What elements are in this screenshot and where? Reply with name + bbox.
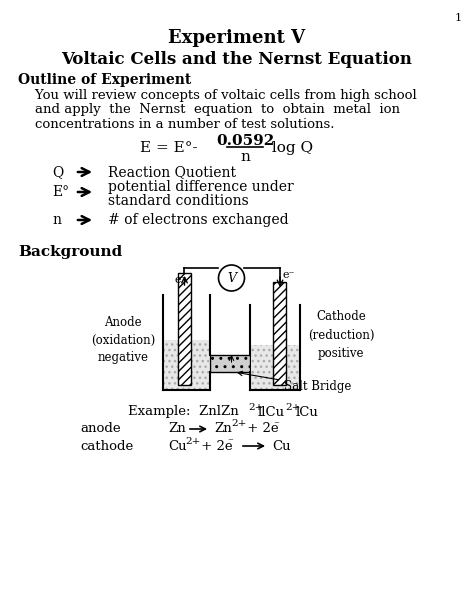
Text: standard conditions: standard conditions [108,194,249,208]
Text: + 2e: + 2e [197,440,233,452]
Text: Zn: Zn [168,422,186,435]
Text: lCu: lCu [296,406,319,419]
Text: + 2e: + 2e [243,422,279,435]
Text: potential difference under: potential difference under [108,180,294,194]
Bar [251,345,299,389]
Text: 2+: 2+ [231,419,246,428]
Text: e⁻: e⁻ [283,270,295,280]
Text: anode: anode [80,422,120,435]
Text: Cathode
(reduction)
positive: Cathode (reduction) positive [308,311,374,359]
Text: 1: 1 [455,13,462,23]
Text: llCu: llCu [258,406,285,419]
Text: Background: Background [18,245,122,259]
Text: log Q: log Q [267,141,313,155]
Text: ⁻: ⁻ [227,437,233,447]
Text: # of electrons exchanged: # of electrons exchanged [108,213,289,227]
Text: cathode: cathode [80,440,133,452]
Text: n: n [240,150,250,164]
Text: E°: E° [52,185,69,199]
Text: Reaction Quotient: Reaction Quotient [108,165,236,179]
Text: Cu: Cu [272,440,291,452]
Text: n: n [52,213,61,227]
Text: 2+: 2+ [248,403,264,411]
Text: and apply  the  Nernst  equation  to  obtain  metal  ion: and apply the Nernst equation to obtain … [18,104,400,116]
Text: Experiment V: Experiment V [168,29,306,47]
Text: concentrations in a number of test solutions.: concentrations in a number of test solut… [18,118,335,131]
Text: ⁻: ⁻ [273,420,279,430]
Bar [210,355,250,372]
Text: Zn: Zn [214,422,232,435]
Text: Anode
(oxidation)
negative: Anode (oxidation) negative [91,316,155,365]
Bar [273,282,286,385]
Bar [178,273,191,385]
Text: Example:  ZnlZn: Example: ZnlZn [128,406,239,419]
Text: Salt Bridge: Salt Bridge [238,371,351,393]
Text: Voltaic Cells and the Nernst Equation: Voltaic Cells and the Nernst Equation [62,51,412,69]
Bar [164,340,209,389]
Text: You will review concepts of voltaic cells from high school: You will review concepts of voltaic cell… [18,89,417,102]
Text: Outline of Experiment: Outline of Experiment [18,73,191,87]
Text: Cu: Cu [168,440,187,452]
Text: e⁻: e⁻ [174,275,187,285]
Text: V: V [227,272,236,284]
Circle shape [219,265,245,291]
Text: 2+: 2+ [285,403,301,411]
Text: 2+: 2+ [185,436,201,446]
Text: 0.0592: 0.0592 [216,134,274,148]
Text: Q: Q [52,165,63,179]
Text: E = E°-: E = E°- [140,141,198,155]
